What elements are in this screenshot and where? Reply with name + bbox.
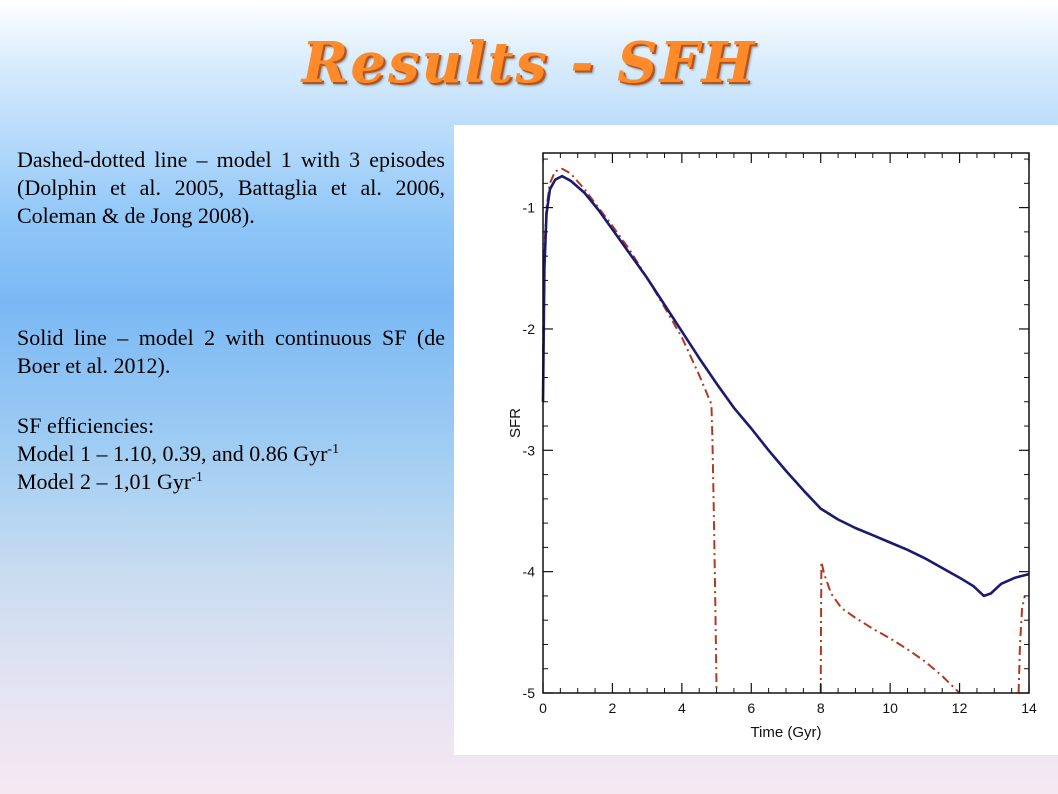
y-tick-label: -2 (523, 321, 536, 337)
sf-efficiency-model2-exponent: -1 (191, 470, 203, 485)
x-tick-label: 4 (678, 700, 686, 716)
y-axis-label: SFR (507, 408, 524, 438)
sf-efficiency-model2: Model 2 – 1,01 Gyr-1 (17, 468, 457, 496)
x-tick-label: 12 (952, 700, 968, 716)
model1-sfr-line (819, 560, 961, 694)
y-tick-label: -3 (523, 442, 536, 458)
x-tick-label: 6 (747, 700, 755, 716)
sf-efficiency-model1-text: Model 1 – 1.10, 0.39, and 0.86 Gyr (17, 441, 328, 466)
x-axis-label: Time (Gyr) (750, 724, 821, 741)
model1-description: Dashed-dotted line – model 1 with 3 epis… (17, 147, 445, 228)
x-tick-label: 2 (609, 700, 617, 716)
model2-description: Solid line – model 2 with continuous SF … (17, 325, 445, 378)
sfh-chart: 0 2 4 6 8 10 12 14 -5 -4 -3 -2 -1 Time (Gyr) SFR (507, 152, 1037, 741)
x-tick-label: 14 (1021, 700, 1037, 716)
sf-efficiency-model2-text: Model 2 – 1,01 Gyr (17, 469, 192, 494)
slide-title: Results - SFH (301, 30, 757, 96)
x-tick-label: 0 (539, 700, 547, 716)
y-tick-label: -5 (523, 685, 536, 701)
model2-sfr-line (541, 174, 1030, 598)
x-tick-label: 8 (817, 700, 825, 716)
x-tick-label: 10 (882, 700, 898, 716)
sf-efficiencies: SF efficiencies: Model 1 – 1.10, 0.39, a… (17, 412, 457, 496)
model1-sfr-line (542, 167, 718, 694)
sfh-chart-panel: 0 2 4 6 8 10 12 14 -5 -4 -3 -2 -1 Time (Gyr) SFR (454, 125, 1058, 755)
sf-efficiencies-heading: SF efficiencies: (17, 413, 155, 438)
sf-efficiency-model1: Model 1 – 1.10, 0.39, and 0.86 Gyr-1 (17, 440, 457, 468)
sf-efficiency-model1-exponent: -1 (327, 442, 340, 457)
y-tick-label: -4 (523, 564, 536, 580)
y-tick-label: -1 (523, 200, 536, 216)
model1-sfr-line (1017, 595, 1026, 694)
